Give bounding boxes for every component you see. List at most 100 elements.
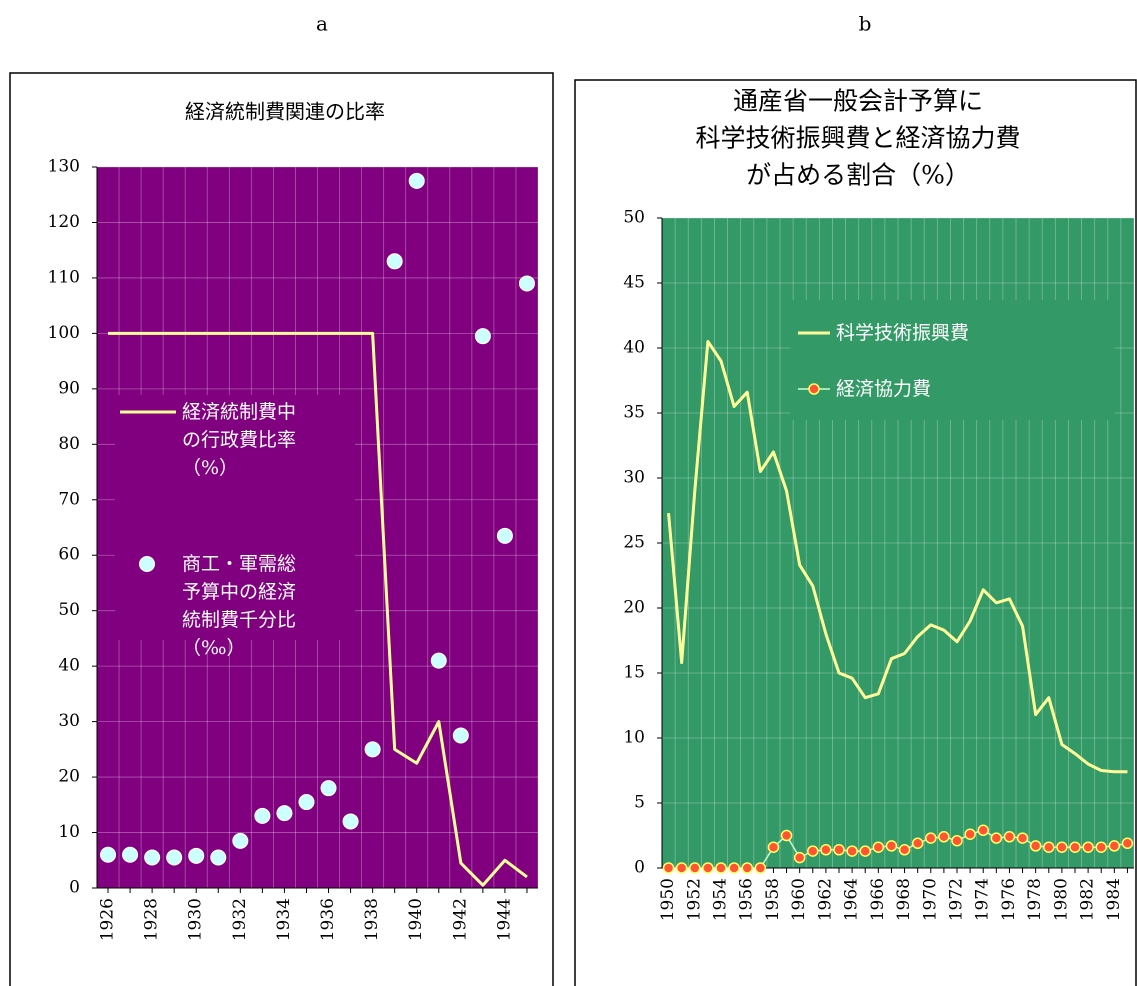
series-line [667, 340, 1128, 774]
data-point [452, 727, 469, 744]
y-tick-label: 100 [48, 323, 80, 343]
data-point [1108, 840, 1121, 852]
data-point [689, 862, 701, 874]
x-tick-label: 1956 [737, 878, 757, 921]
y-tick-label: 80 [58, 434, 80, 454]
x-tick-label: 1968 [894, 878, 914, 921]
y-tick-label: 30 [623, 468, 645, 488]
x-tick-label: 1928 [142, 898, 162, 941]
data-point [1095, 841, 1107, 853]
x-tick-label: 1980 [1051, 878, 1071, 921]
data-point [474, 328, 491, 345]
data-point [872, 841, 885, 853]
data-point [675, 862, 688, 874]
x-tick-label: 1936 [318, 898, 338, 941]
data-point [911, 837, 924, 850]
x-tick-label: 1926 [98, 898, 118, 941]
x-tick-label: 1978 [1025, 878, 1045, 921]
data-point [741, 862, 753, 874]
data-point [951, 834, 963, 847]
data-point [938, 831, 950, 843]
y-tick-label: 40 [623, 338, 645, 358]
legend-label: 経済協力費 [836, 378, 932, 400]
series-line [108, 331, 528, 887]
data-point [386, 253, 403, 270]
data-point [1003, 831, 1016, 843]
data-point [833, 844, 845, 856]
y-tick-label: 130 [48, 157, 80, 177]
data-point [166, 849, 183, 866]
x-tick-label: 1960 [789, 878, 809, 921]
data-point [298, 794, 315, 811]
data-point [496, 527, 513, 544]
legend-box [790, 300, 1115, 420]
data-point [925, 832, 937, 844]
data-point [320, 780, 337, 797]
data-point [1043, 841, 1055, 853]
legend-key [808, 383, 820, 395]
x-tick-label: 1976 [999, 878, 1019, 921]
data-point [188, 847, 205, 864]
x-tick-label: 1964 [842, 878, 862, 921]
x-tick-label: 1944 [494, 898, 514, 941]
y-tick-label: 70 [58, 489, 80, 509]
y-tick-label: 20 [58, 767, 80, 787]
data-point [990, 832, 1003, 844]
x-tick-label: 1982 [1078, 878, 1098, 921]
data-point [100, 846, 117, 863]
y-tick-label: 5 [634, 793, 645, 813]
data-point [846, 845, 858, 857]
data-point [859, 845, 871, 857]
y-tick-label: 120 [48, 212, 80, 232]
data-point [254, 807, 271, 824]
data-point [728, 862, 740, 874]
panel-frame [9, 72, 554, 986]
data-point [342, 813, 359, 830]
data-point [702, 862, 714, 874]
data-point [1069, 841, 1081, 853]
y-tick-label: 45 [623, 273, 645, 293]
x-tick-label: 1950 [658, 878, 678, 921]
x-tick-label: 1984 [1104, 878, 1124, 921]
legend-label: 経済統制費中 の行政費比率 （%） [182, 401, 297, 479]
data-point [780, 829, 793, 842]
data-point [767, 841, 780, 853]
data-point [210, 849, 227, 866]
y-tick-label: 110 [48, 267, 80, 287]
data-point [807, 845, 819, 857]
data-point [977, 824, 989, 837]
x-tick-label: 1952 [684, 878, 704, 921]
data-point [1082, 841, 1094, 853]
y-tick-label: 10 [58, 822, 80, 842]
data-point [276, 805, 293, 822]
data-point [518, 275, 535, 292]
data-point [1056, 841, 1068, 853]
chart-title: 通産省一般会計予算に [733, 87, 983, 116]
y-tick-label: 50 [623, 208, 645, 228]
panel-label: a [316, 12, 328, 36]
x-tick-label: 1972 [947, 878, 967, 921]
y-tick-label: 15 [623, 663, 645, 683]
chart-title: 科学技術振興費と経済協力費 [695, 124, 1020, 153]
legend-label: 商工・軍需総 予算中の経済 統制費千分比 （‰） [182, 553, 297, 659]
data-point [754, 862, 767, 874]
data-point [1121, 837, 1134, 850]
chart-title: が占める割合（%） [746, 161, 970, 190]
legend-label: 科学技術振興費 [836, 322, 970, 344]
x-tick-label: 1940 [406, 898, 426, 941]
y-tick-label: 35 [623, 403, 645, 423]
x-tick-label: 1962 [815, 878, 835, 921]
data-point [898, 844, 911, 856]
data-point [122, 846, 139, 863]
y-tick-label: 0 [634, 858, 645, 878]
panel-frame [574, 79, 1137, 986]
legend-key [139, 556, 155, 572]
data-point [964, 828, 976, 840]
panel-label: b [859, 12, 872, 36]
x-tick-label: 1966 [868, 878, 888, 921]
x-tick-label: 1954 [711, 878, 731, 921]
y-tick-label: 0 [69, 878, 80, 898]
x-tick-label: 1970 [920, 878, 940, 921]
